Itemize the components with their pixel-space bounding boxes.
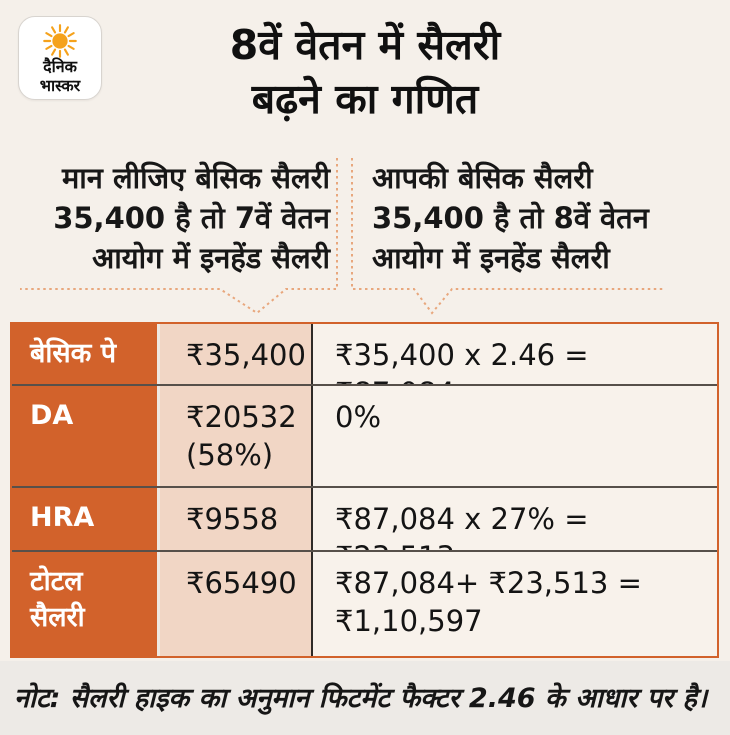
eighth-pay-cell: 0%: [313, 386, 717, 486]
row-label: HRA: [12, 488, 160, 550]
callout-7th-pay: मान लीजिए बेसिक सैलरी 35,400 है तो 7वें …: [53, 161, 330, 275]
seventh-pay-cell: ₹65490: [160, 552, 313, 656]
eighth-pay-cell: ₹35,400 x 2.46 = ₹87,084: [313, 324, 717, 410]
row-label: बेसिक पे: [12, 324, 160, 384]
table-row: DA ₹20532 (58%) 0%: [12, 384, 717, 486]
eighth-pay-cell: ₹87,084 x 27% = ₹23,513: [313, 488, 717, 574]
seventh-pay-cell: ₹20532 (58%): [160, 386, 313, 486]
row-label: DA: [12, 386, 160, 486]
footer-strip: नोट: सैलरी हाइक का अनुमान फिटमेंट फैक्टर…: [0, 661, 730, 735]
callout-8th-pay: आपकी बेसिक सैलरी 35,400 है तो 8वें वेतन …: [372, 161, 649, 275]
row-label: टोटल सैलरी: [12, 552, 160, 656]
footnote: नोट: सैलरी हाइक का अनुमान फिटमेंट फैक्टर…: [14, 683, 708, 714]
seventh-pay-cell: ₹35,400: [160, 324, 313, 384]
table-row: बेसिक पे ₹35,400 ₹35,400 x 2.46 = ₹87,08…: [12, 324, 717, 410]
table-row: HRA ₹9558 ₹87,084 x 27% = ₹23,513: [12, 486, 717, 574]
salary-table: बेसिक पे ₹35,400 ₹35,400 x 2.46 = ₹87,08…: [10, 322, 719, 658]
eighth-pay-cell: ₹87,084+ ₹23,513 = ₹1,10,597: [313, 552, 717, 656]
brand-name: दैनिक भास्कर: [39, 57, 81, 95]
sun-icon: [43, 24, 77, 58]
dainik-bhaskar-logo: दैनिक भास्कर: [18, 16, 102, 100]
seventh-pay-cell: ₹9558: [160, 488, 313, 550]
page-title: 8वें वेतन में सैलरी बढ़ने का गणित: [229, 21, 501, 123]
table-row: टोटल सैलरी ₹65490 ₹87,084+ ₹23,513 = ₹1,…: [12, 550, 717, 656]
